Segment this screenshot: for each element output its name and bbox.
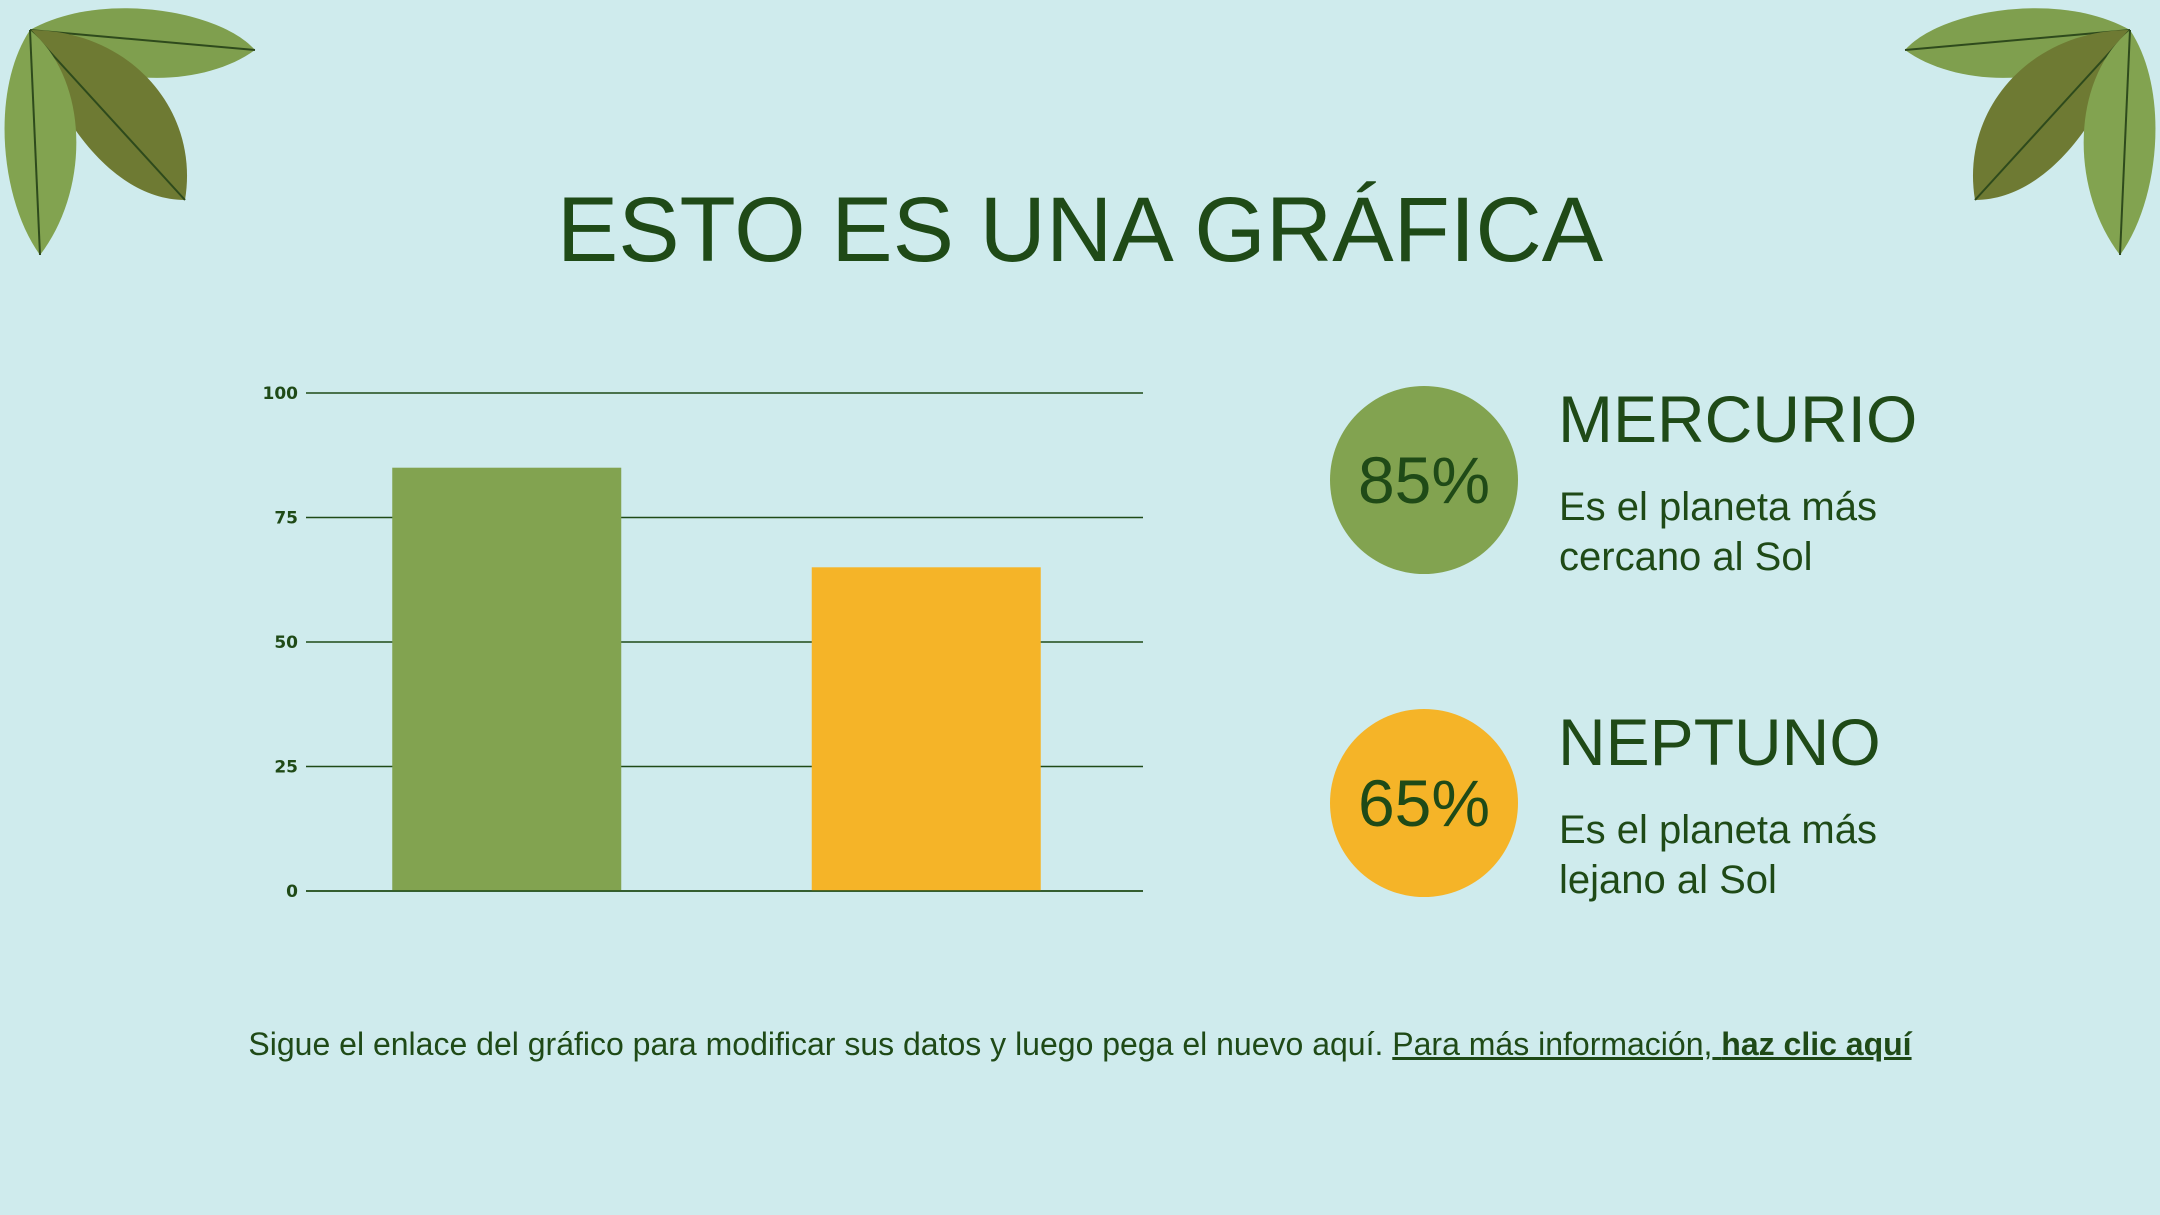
y-tick-label: 25 (274, 758, 298, 778)
description-line: Es el planeta más (1559, 808, 1877, 852)
planet-name: NEPTUNO (1558, 705, 1881, 779)
percent-value: 85% (1357, 443, 1491, 517)
planet-description: Es el planeta más cercano al Sol (1559, 482, 2039, 582)
more-info-link[interactable]: Para más información, haz clic aquí (1392, 1026, 1911, 1062)
page-title: ESTO ES UNA GRÁFICA (556, 179, 1604, 281)
stat-mercurio: 85% MERCURIO Es el planeta más cercano a… (1330, 382, 2090, 586)
bar-chart: 0 25 50 75 100 (263, 384, 1143, 902)
y-tick-label: 100 (263, 384, 299, 404)
percent-circle: 85% (1330, 386, 1518, 574)
leaves-decoration-icon (4, 8, 256, 256)
footer-text: Sigue el enlace del gráfico para modific… (248, 1026, 1384, 1062)
y-tick-label: 0 (286, 882, 298, 902)
bar (392, 467, 622, 891)
y-tick-label: 50 (274, 633, 298, 653)
description-line: lejano al Sol (1559, 858, 1777, 902)
link-prefix: Para más información, (1392, 1026, 1713, 1062)
footer-note: Sigue el enlace del gráfico para modific… (0, 1026, 2160, 1063)
bar (811, 567, 1041, 891)
y-tick-label: 75 (274, 509, 298, 529)
description-line: Es el planeta más (1559, 485, 1877, 529)
planet-name: MERCURIO (1558, 382, 1918, 456)
percent-circle: 65% (1330, 709, 1518, 897)
planet-description: Es el planeta más lejano al Sol (1559, 805, 2039, 905)
leaves-decoration-icon (1904, 8, 2156, 256)
description-line: cercano al Sol (1559, 535, 1813, 579)
stat-neptuno: 65% NEPTUNO Es el planeta más lejano al … (1330, 705, 2090, 909)
link-bold: haz clic aquí (1721, 1026, 1912, 1062)
percent-value: 65% (1357, 766, 1491, 840)
